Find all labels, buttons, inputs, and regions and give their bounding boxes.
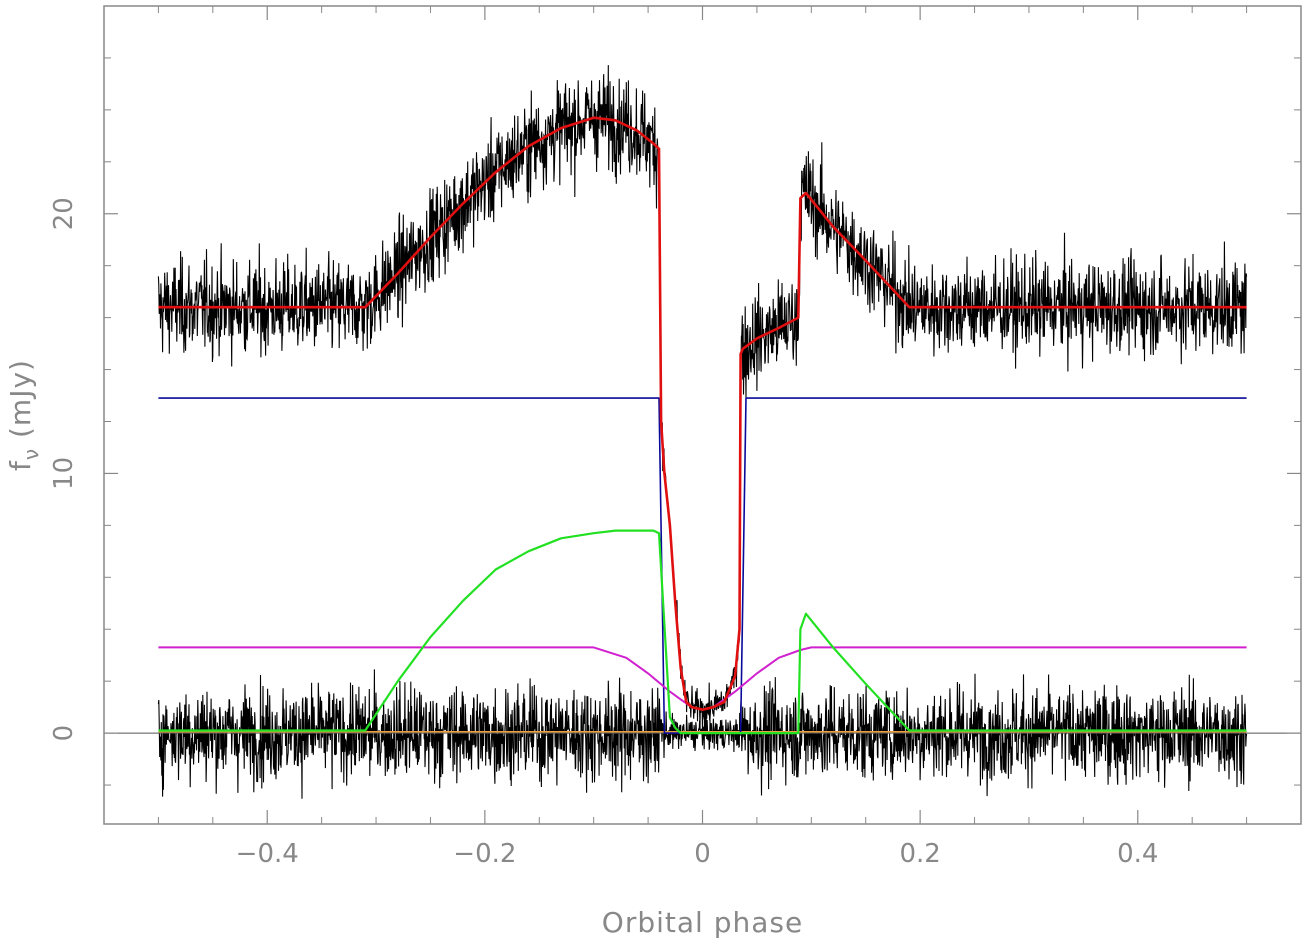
model-series-total_model (158, 116, 1247, 711)
model-curves-layer (158, 116, 1247, 735)
y-axis-title-units: (mJy) (4, 359, 37, 448)
x-tick-label: 0.2 (899, 839, 940, 869)
x-tick-label: 0.4 (1117, 839, 1158, 869)
y-axis-title-subscript: ν (19, 448, 43, 460)
x-tick-label: −0.2 (453, 839, 516, 869)
y-axis-title-main: f (4, 460, 37, 471)
y-axis-title: fν (mJy) (4, 359, 43, 471)
x-tick-label: −0.4 (236, 839, 299, 869)
y-tick-label: 20 (49, 197, 79, 230)
y-tick-label: 10 (49, 457, 79, 490)
model-series-bright_spot (158, 529, 1247, 735)
data-series-residuals (157, 669, 1248, 799)
x-tick-label: 0 (694, 839, 711, 869)
x-axis-title: Orbital phase (602, 906, 803, 939)
y-tick-label: 0 (49, 725, 79, 742)
ticks-layer: −0.4 −0.2 0 0.2 0.4 0 10 20 (49, 6, 1301, 869)
